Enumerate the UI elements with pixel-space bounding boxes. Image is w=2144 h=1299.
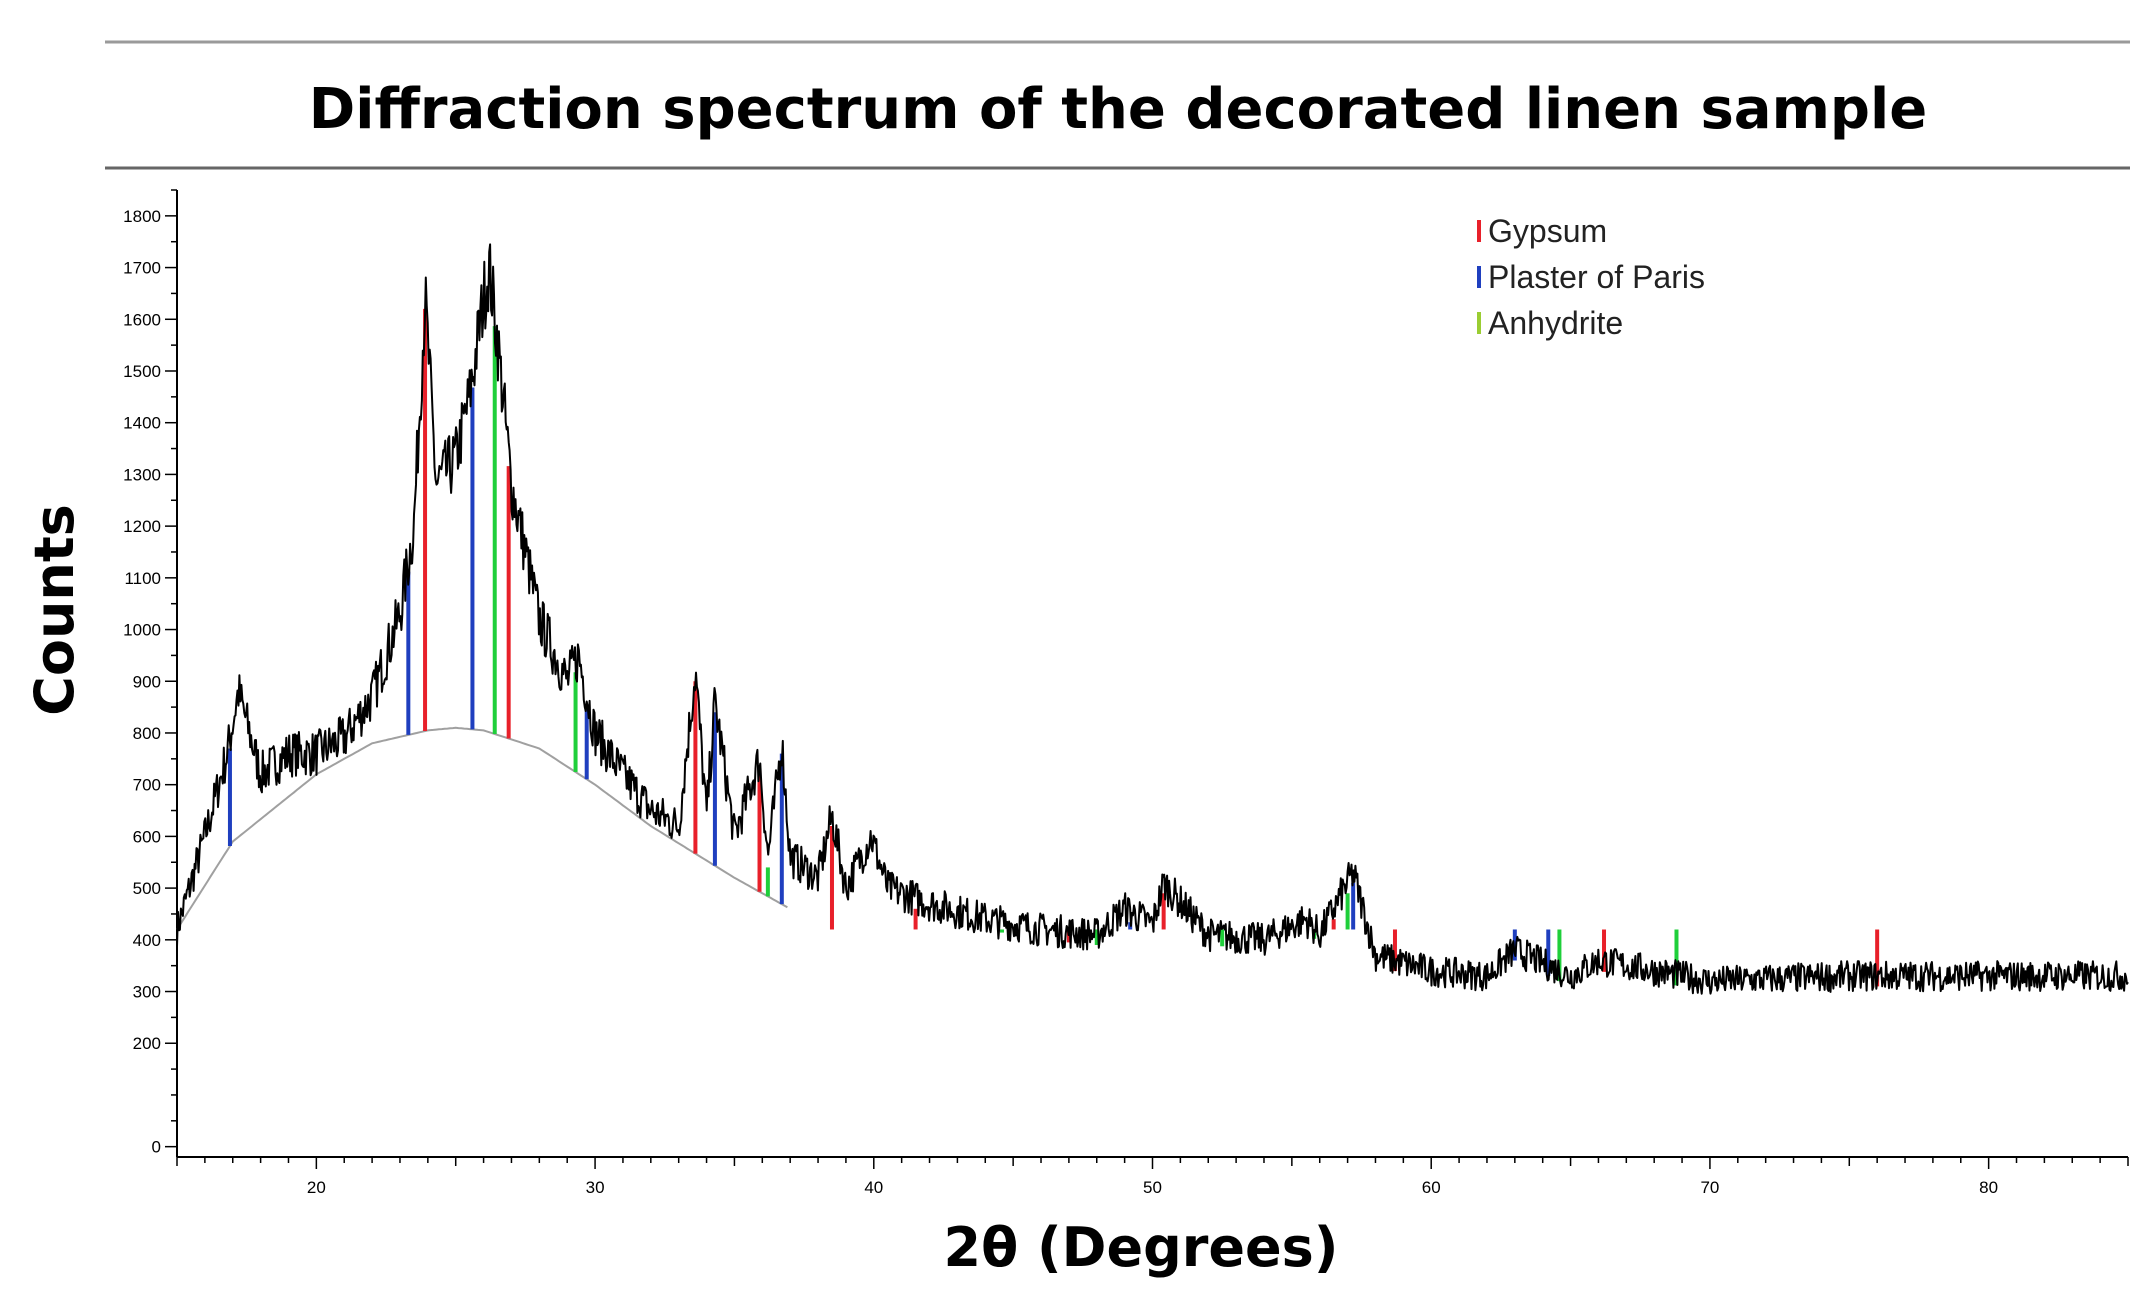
y-tick-label: 1200 — [123, 517, 161, 536]
y-tick-label: 800 — [133, 724, 161, 743]
x-tick-label: 20 — [307, 1178, 326, 1197]
diffraction-trace-line — [176, 243, 2129, 995]
background-fit — [176, 726, 788, 931]
y-tick-label: 1000 — [123, 621, 161, 640]
legend: Gypsum Plaster of Paris Anhydrite — [1477, 213, 1705, 341]
y-tick-label: 0 — [152, 1138, 161, 1157]
y-tick-label: 1100 — [124, 569, 161, 588]
reference-peaks — [227, 308, 1880, 987]
y-axis-title: Counts — [23, 504, 86, 716]
y-tick-label: 500 — [133, 879, 161, 898]
y-tick-label: 1300 — [123, 465, 161, 484]
chart-title: Diffraction spectrum of the decorated li… — [309, 77, 1927, 142]
y-tick-label: 1600 — [123, 310, 161, 329]
x-axis-title: 2θ (Degrees) — [944, 1216, 1339, 1279]
y-tick-label: 1800 — [123, 207, 161, 226]
y-tick-label: 1700 — [123, 259, 161, 278]
y-tick-label: 900 — [133, 672, 161, 691]
y-tick-label: 1500 — [123, 362, 161, 381]
x-tick-label: 40 — [864, 1178, 883, 1197]
axes: 0 200 300 400 500 600 700 800 900 1000 1100 1200 130… — [123, 189, 2129, 1197]
legend-label-anhydrite: Anhydrite — [1488, 305, 1623, 341]
x-tick-label: 50 — [1143, 1178, 1162, 1197]
x-tick-label: 80 — [1979, 1178, 1998, 1197]
legend-label-gypsum: Gypsum — [1488, 213, 1607, 249]
y-tick-label: 600 — [133, 827, 161, 846]
background-fit-curve — [176, 726, 788, 931]
diffraction-trace — [176, 243, 2129, 995]
x-tick-label: 30 — [586, 1178, 605, 1197]
x-tick-label: 70 — [1700, 1178, 1719, 1197]
x-tick-label: 60 — [1422, 1178, 1441, 1197]
y-tick-label: 300 — [133, 983, 161, 1002]
y-tick-label: 700 — [133, 776, 161, 795]
y-tick-label: 200 — [133, 1034, 161, 1053]
y-tick-label: 400 — [133, 931, 161, 950]
legend-label-plaster-of-paris: Plaster of Paris — [1488, 259, 1705, 295]
y-tick-label: 1400 — [123, 414, 161, 433]
